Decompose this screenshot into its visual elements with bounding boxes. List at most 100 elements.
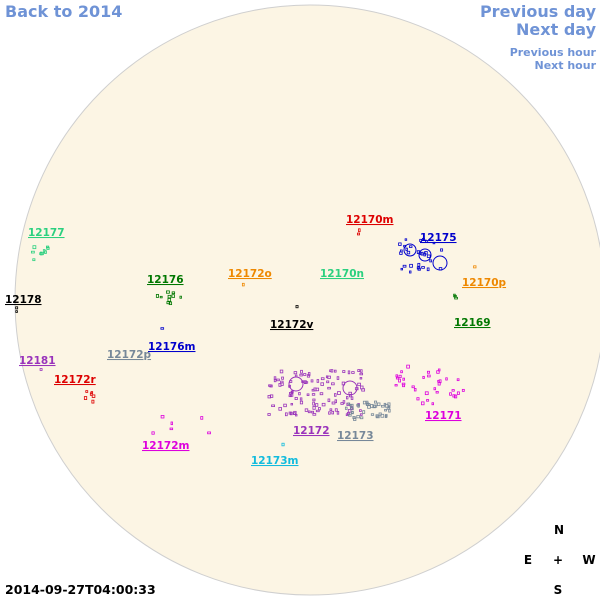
spot — [398, 374, 402, 378]
previous-hour-link[interactable]: Previous hour — [510, 46, 597, 59]
spot — [293, 371, 298, 375]
spot — [315, 403, 319, 407]
sunspots — [15, 228, 477, 447]
spot — [416, 397, 420, 401]
spot — [167, 294, 172, 299]
spot — [42, 249, 46, 253]
spot — [295, 305, 299, 309]
spot — [344, 406, 348, 410]
spot — [307, 410, 311, 414]
spot — [408, 245, 413, 248]
region-label[interactable]: 12176 — [147, 274, 184, 286]
spot — [276, 378, 280, 382]
spot — [171, 291, 176, 295]
next-hour-link[interactable]: Next hour — [535, 59, 597, 72]
region-label[interactable]: 12181 — [19, 355, 56, 367]
spot — [330, 369, 334, 373]
spot — [361, 388, 366, 392]
spot — [376, 402, 381, 407]
solar-disc — [14, 4, 600, 596]
spot — [241, 282, 245, 287]
region-label[interactable]: 12172v — [270, 319, 314, 331]
spot — [350, 403, 354, 408]
spot — [30, 250, 35, 254]
spot — [395, 376, 400, 380]
spot — [334, 408, 338, 412]
spot — [350, 396, 354, 400]
region-label[interactable]: 12172p — [107, 349, 152, 361]
spot — [312, 413, 317, 416]
spot — [299, 397, 303, 401]
timestamp: 2014-09-27T04:00:33 — [5, 582, 156, 597]
spot — [356, 232, 360, 236]
spot — [271, 404, 275, 408]
spot — [370, 413, 375, 416]
spot — [425, 240, 429, 243]
region-label[interactable]: 12178 — [5, 294, 42, 306]
previous-day-link[interactable]: Previous day — [480, 2, 597, 21]
region-label[interactable]: 12170p — [462, 277, 507, 289]
spot-umbra — [418, 248, 432, 262]
compass-center: + — [553, 553, 563, 567]
region-label[interactable]: 12176m — [148, 341, 196, 353]
spot — [327, 398, 331, 403]
region-label[interactable]: 12172r — [54, 374, 97, 386]
spot — [359, 413, 363, 416]
spot — [288, 411, 292, 415]
region-label[interactable]: 12172m — [142, 440, 190, 452]
spot — [15, 310, 18, 313]
spot — [473, 265, 477, 269]
region-labels: 12177 12170m 12175 12176 12172o 12170n 12170p 1… — [5, 214, 507, 467]
next-day-link[interactable]: Next day — [516, 20, 597, 39]
spot — [384, 408, 387, 412]
spot — [426, 370, 431, 374]
region-label[interactable]: 12172 — [293, 425, 330, 437]
spot — [419, 238, 423, 242]
region-label[interactable]: 12172o — [228, 268, 272, 280]
spot — [315, 409, 320, 413]
spot — [386, 406, 391, 410]
spot — [411, 385, 415, 389]
spot — [380, 413, 385, 418]
region-label[interactable]: 12171 — [425, 410, 462, 422]
spot — [290, 403, 294, 406]
spot — [278, 407, 282, 411]
spot — [406, 364, 410, 369]
spot — [267, 395, 272, 399]
spot — [424, 391, 429, 396]
spot — [292, 412, 296, 415]
spot — [312, 401, 316, 406]
region-label[interactable]: 12169 — [454, 317, 491, 329]
back-link[interactable]: Back to 2014 — [5, 2, 122, 21]
region-label[interactable]: 12170n — [320, 268, 364, 280]
spot — [365, 402, 369, 406]
spot — [453, 394, 458, 399]
spot — [423, 252, 426, 257]
spot — [429, 259, 433, 263]
spot-umbra — [288, 376, 304, 392]
region-label[interactable]: 12170m — [346, 214, 394, 226]
region-label[interactable]: 12173 — [337, 430, 374, 442]
spot — [454, 296, 458, 300]
region-label[interactable]: 12177 — [28, 227, 65, 239]
compass-south: S — [554, 583, 563, 597]
region-label[interactable]: 12173m — [251, 455, 299, 467]
spot — [299, 373, 303, 377]
spot — [169, 427, 174, 431]
spot — [279, 369, 284, 374]
spot — [342, 400, 346, 404]
spot — [395, 374, 399, 378]
spot — [370, 404, 374, 408]
spot — [385, 414, 388, 417]
spot — [404, 238, 408, 241]
spot — [400, 370, 403, 374]
spot — [329, 408, 333, 411]
region-label[interactable]: 12175 — [420, 232, 457, 244]
spot — [311, 393, 316, 396]
spot — [378, 412, 382, 416]
spot — [420, 251, 424, 256]
spot — [431, 402, 435, 406]
spot — [452, 394, 456, 398]
spot — [426, 399, 430, 402]
